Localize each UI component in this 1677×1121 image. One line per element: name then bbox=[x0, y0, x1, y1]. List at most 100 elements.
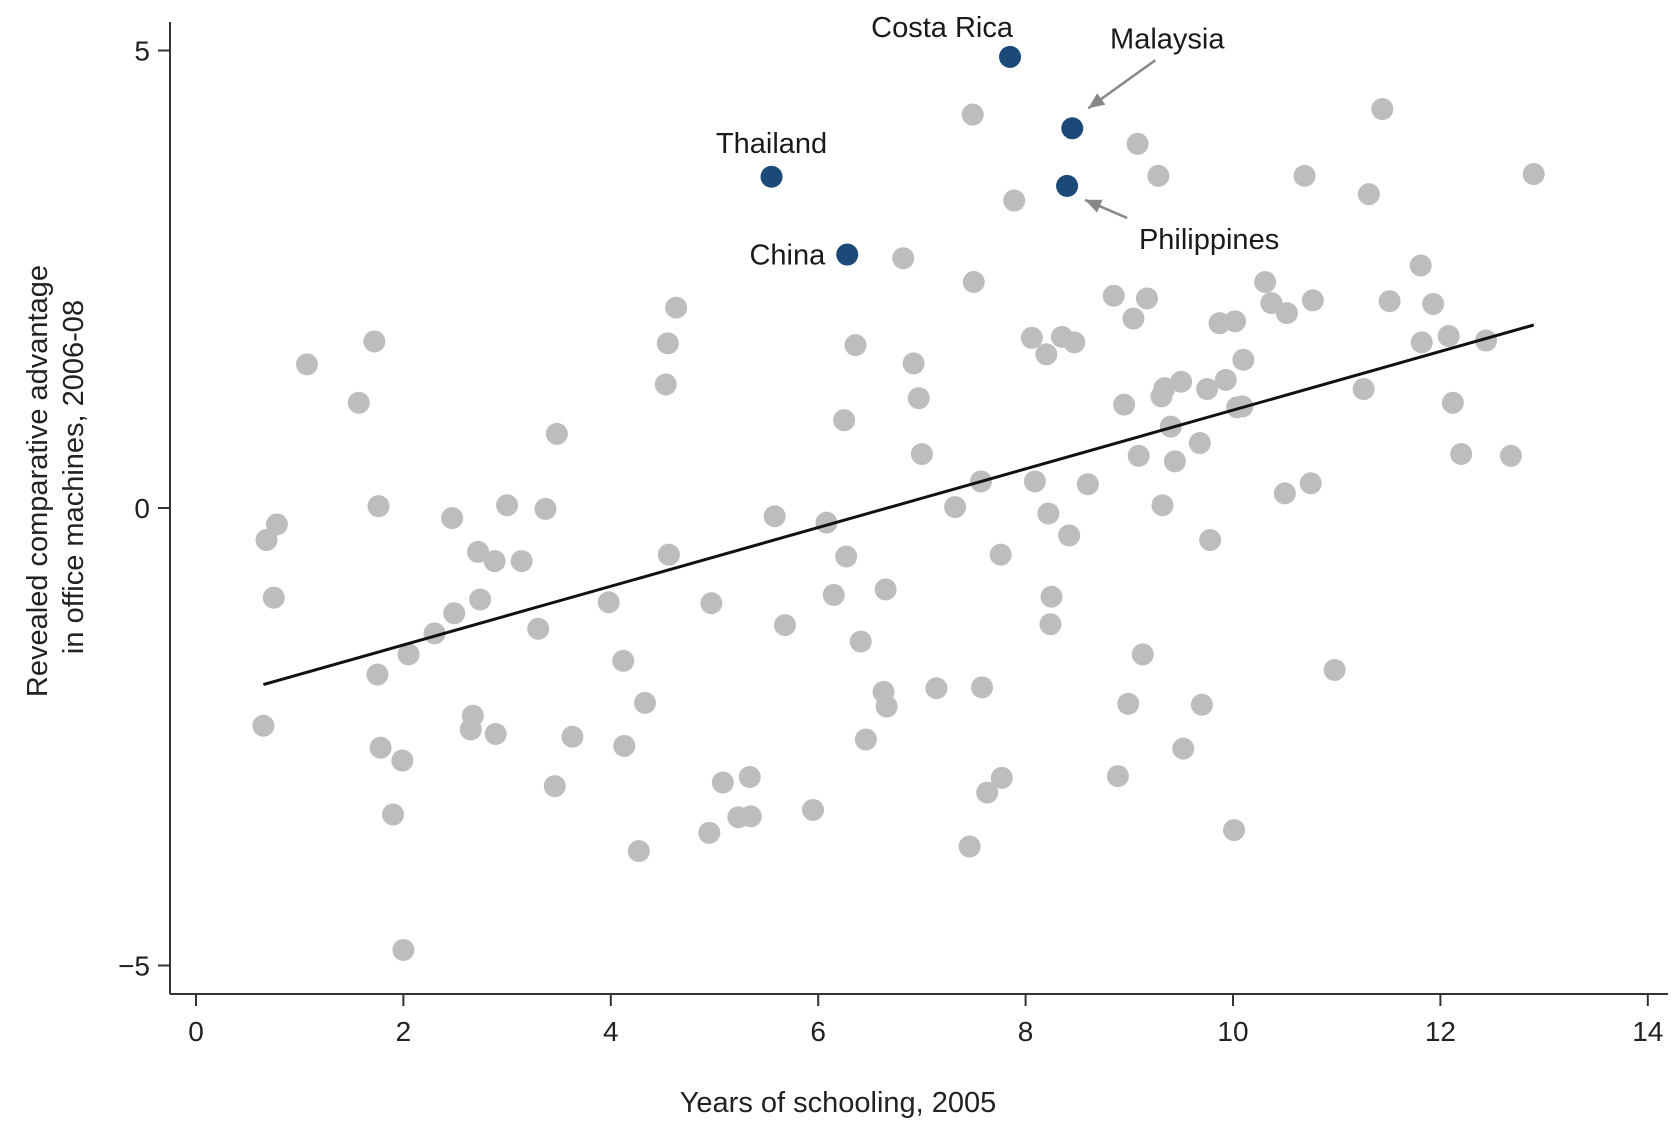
data-point-32 bbox=[613, 734, 636, 757]
label-china: China bbox=[749, 240, 826, 272]
data-point-45 bbox=[763, 505, 786, 528]
data-point-128 bbox=[1450, 443, 1473, 466]
data-point-53 bbox=[849, 630, 872, 653]
y-axis-title-line-2: in office machines, 2006-08 bbox=[58, 300, 90, 654]
data-point-94 bbox=[1151, 494, 1174, 517]
data-point-100 bbox=[1188, 432, 1211, 455]
data-point-102 bbox=[1196, 378, 1219, 401]
data-point-8 bbox=[367, 495, 390, 518]
y-axis-title-line-1: Revealed comparative advantage bbox=[22, 265, 54, 697]
data-point-119 bbox=[1352, 378, 1375, 401]
data-point-7 bbox=[366, 663, 389, 686]
data-point-77 bbox=[1039, 613, 1062, 636]
data-point-125 bbox=[1422, 292, 1445, 315]
x-tick-label-0: 0 bbox=[188, 1016, 204, 1047]
data-point-11 bbox=[391, 749, 414, 772]
data-point-36 bbox=[656, 332, 679, 355]
data-point-81 bbox=[1063, 331, 1086, 354]
data-point-69 bbox=[976, 781, 999, 804]
data-point-91 bbox=[1135, 287, 1158, 310]
data-point-120 bbox=[1357, 183, 1380, 206]
label-malaysia: Malaysia bbox=[1110, 23, 1225, 55]
data-point-23 bbox=[496, 494, 519, 517]
data-point-76 bbox=[1037, 502, 1060, 525]
x-tick-label-6: 6 bbox=[810, 1016, 826, 1047]
data-point-51 bbox=[835, 545, 858, 568]
highlight-point-costa-rica bbox=[999, 45, 1022, 68]
x-tick-label-14: 14 bbox=[1632, 1016, 1663, 1047]
x-axis-title: Years of schooling, 2005 bbox=[680, 1087, 997, 1119]
data-point-43 bbox=[738, 766, 761, 789]
data-point-85 bbox=[1113, 393, 1136, 416]
highlighted-points bbox=[760, 45, 1084, 266]
label-costa-rica: Costa Rica bbox=[871, 12, 1014, 44]
data-point-46 bbox=[774, 614, 797, 637]
data-point-31 bbox=[612, 649, 635, 672]
highlight-point-philippines bbox=[1056, 174, 1079, 197]
data-point-101 bbox=[1190, 693, 1213, 716]
data-point-34 bbox=[634, 691, 657, 714]
data-point-72 bbox=[1003, 189, 1026, 212]
data-point-6 bbox=[363, 330, 386, 353]
data-point-9 bbox=[369, 736, 392, 759]
data-point-56 bbox=[874, 578, 897, 601]
data-point-113 bbox=[1273, 482, 1296, 505]
data-point-4 bbox=[295, 353, 318, 376]
data-point-22 bbox=[484, 723, 507, 746]
data-point-127 bbox=[1441, 391, 1464, 414]
data-point-129 bbox=[1475, 329, 1498, 352]
y-tick-label-5: 5 bbox=[134, 36, 150, 67]
y-tick-label--5: −5 bbox=[118, 951, 150, 982]
data-point-15 bbox=[441, 507, 464, 530]
arrow-head-philippines bbox=[1085, 199, 1103, 213]
data-point-12 bbox=[392, 938, 415, 961]
data-point-29 bbox=[561, 725, 584, 748]
data-point-20 bbox=[469, 588, 492, 611]
data-point-37 bbox=[657, 543, 680, 566]
data-point-0 bbox=[252, 714, 275, 737]
data-point-41 bbox=[711, 771, 734, 794]
data-point-26 bbox=[534, 497, 557, 520]
data-point-13 bbox=[397, 643, 420, 666]
label-thailand: Thailand bbox=[716, 128, 827, 160]
data-point-80 bbox=[1058, 524, 1081, 547]
data-point-65 bbox=[961, 103, 984, 126]
data-point-3 bbox=[265, 513, 288, 536]
label-philippines: Philippines bbox=[1139, 224, 1279, 256]
data-point-25 bbox=[527, 617, 550, 640]
x-tick-label-4: 4 bbox=[603, 1016, 619, 1047]
highlight-point-china bbox=[836, 243, 859, 266]
annotations: Costa Rica Malaysia Thailand Philippines Chi… bbox=[716, 12, 1279, 272]
x-tick-label-10: 10 bbox=[1217, 1016, 1248, 1047]
data-point-99 bbox=[1172, 737, 1195, 760]
data-point-88 bbox=[1126, 132, 1149, 155]
data-point-24 bbox=[510, 550, 533, 573]
data-point-19 bbox=[467, 540, 490, 563]
data-point-44 bbox=[739, 805, 762, 828]
data-point-122 bbox=[1378, 290, 1401, 313]
data-point-82 bbox=[1076, 473, 1099, 496]
data-point-49 bbox=[822, 583, 845, 606]
data-point-35 bbox=[654, 373, 677, 396]
data-point-27 bbox=[543, 775, 566, 798]
data-point-61 bbox=[910, 443, 933, 466]
data-point-16 bbox=[443, 602, 466, 625]
data-point-106 bbox=[1223, 819, 1246, 842]
data-point-39 bbox=[698, 821, 721, 844]
data-point-52 bbox=[844, 334, 867, 357]
data-point-59 bbox=[902, 352, 925, 375]
data-point-1 bbox=[255, 529, 278, 552]
data-point-5 bbox=[347, 391, 370, 414]
data-point-98 bbox=[1170, 370, 1193, 393]
data-point-10 bbox=[382, 803, 405, 826]
highlight-point-malaysia bbox=[1061, 117, 1084, 140]
data-point-112 bbox=[1260, 292, 1283, 315]
y-axis-title: Revealed comparative advantage in office… bbox=[22, 257, 90, 697]
x-tick-label-2: 2 bbox=[396, 1016, 412, 1047]
data-point-58 bbox=[892, 247, 915, 270]
data-point-62 bbox=[925, 677, 948, 700]
data-point-126 bbox=[1437, 324, 1460, 347]
data-point-87 bbox=[1122, 307, 1145, 330]
x-tick-label-8: 8 bbox=[1018, 1016, 1034, 1047]
data-point-75 bbox=[1035, 343, 1058, 366]
